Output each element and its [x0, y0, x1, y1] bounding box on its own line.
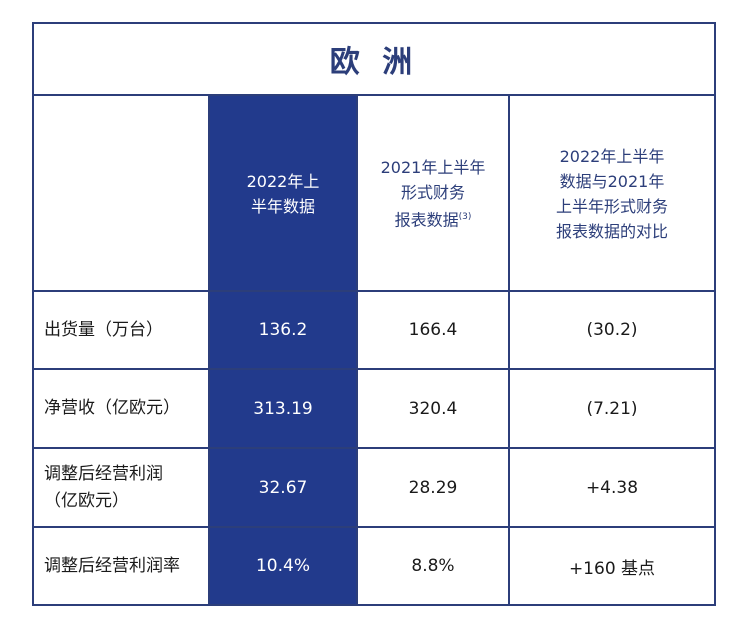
cell-aoi-diff: +4.38: [585, 477, 639, 498]
cell-revenue-2022: 313.19: [253, 398, 313, 419]
header-2021-h1: 2021年上半年 形式财务 报表数据(3): [381, 155, 486, 232]
europe-data-table: 欧 洲 2022年上 半年数据 2021年上半年 形式财务 报表数据(3) 20…: [32, 22, 716, 606]
row-label-adj-operating-income: 调整后经营利润 （亿欧元）: [34, 449, 208, 526]
cell-shipments-diff: (30.2): [586, 320, 638, 340]
header-2022-h1: 2022年上 半年数据: [246, 172, 320, 216]
grid-hline: [34, 290, 714, 292]
grid-hline: [34, 368, 714, 370]
grid-hline: [34, 447, 714, 449]
highlight-column-bg: [210, 96, 356, 604]
header-2021-h1-text: 2021年上半年 形式财务 报表数据: [380, 158, 486, 230]
cell-shipments-2022: 136.2: [258, 320, 308, 340]
grid-vline: [356, 96, 358, 604]
cell-aoi-2022: 32.67: [258, 477, 308, 498]
row-label-line1: 调整后经营利润: [44, 463, 163, 484]
grid-hline: [34, 526, 714, 528]
grid-vline: [508, 96, 510, 604]
cell-margin-diff: +160 基点: [568, 558, 656, 579]
cell-revenue-diff: (7.21): [586, 398, 638, 419]
cell-aoi-2021: 28.29: [408, 477, 458, 498]
header-2021-h1-cell: 2021年上半年 形式财务 报表数据(3): [358, 98, 508, 290]
row-label-line2: （亿欧元）: [44, 490, 129, 511]
row-label-net-revenue: 净营收（亿欧元）: [44, 398, 180, 418]
row-label-aoi-margin: 调整后经营利润率: [44, 555, 180, 576]
table-title: 欧 洲: [34, 24, 714, 96]
cell-margin-2022: 10.4%: [255, 556, 310, 576]
row-label-shipments: 出货量（万台）: [44, 319, 163, 340]
footnote-ref: (3): [458, 212, 472, 223]
cell-margin-2021: 8.8%: [411, 556, 455, 576]
header-comparison: 2022年上半年 数据与2021年 上半年形式财务 报表数据的对比: [555, 147, 668, 241]
grid-vline: [208, 96, 210, 604]
cell-shipments-2021: 166.4: [408, 320, 458, 340]
cell-revenue-2021: 320.4: [408, 398, 458, 419]
